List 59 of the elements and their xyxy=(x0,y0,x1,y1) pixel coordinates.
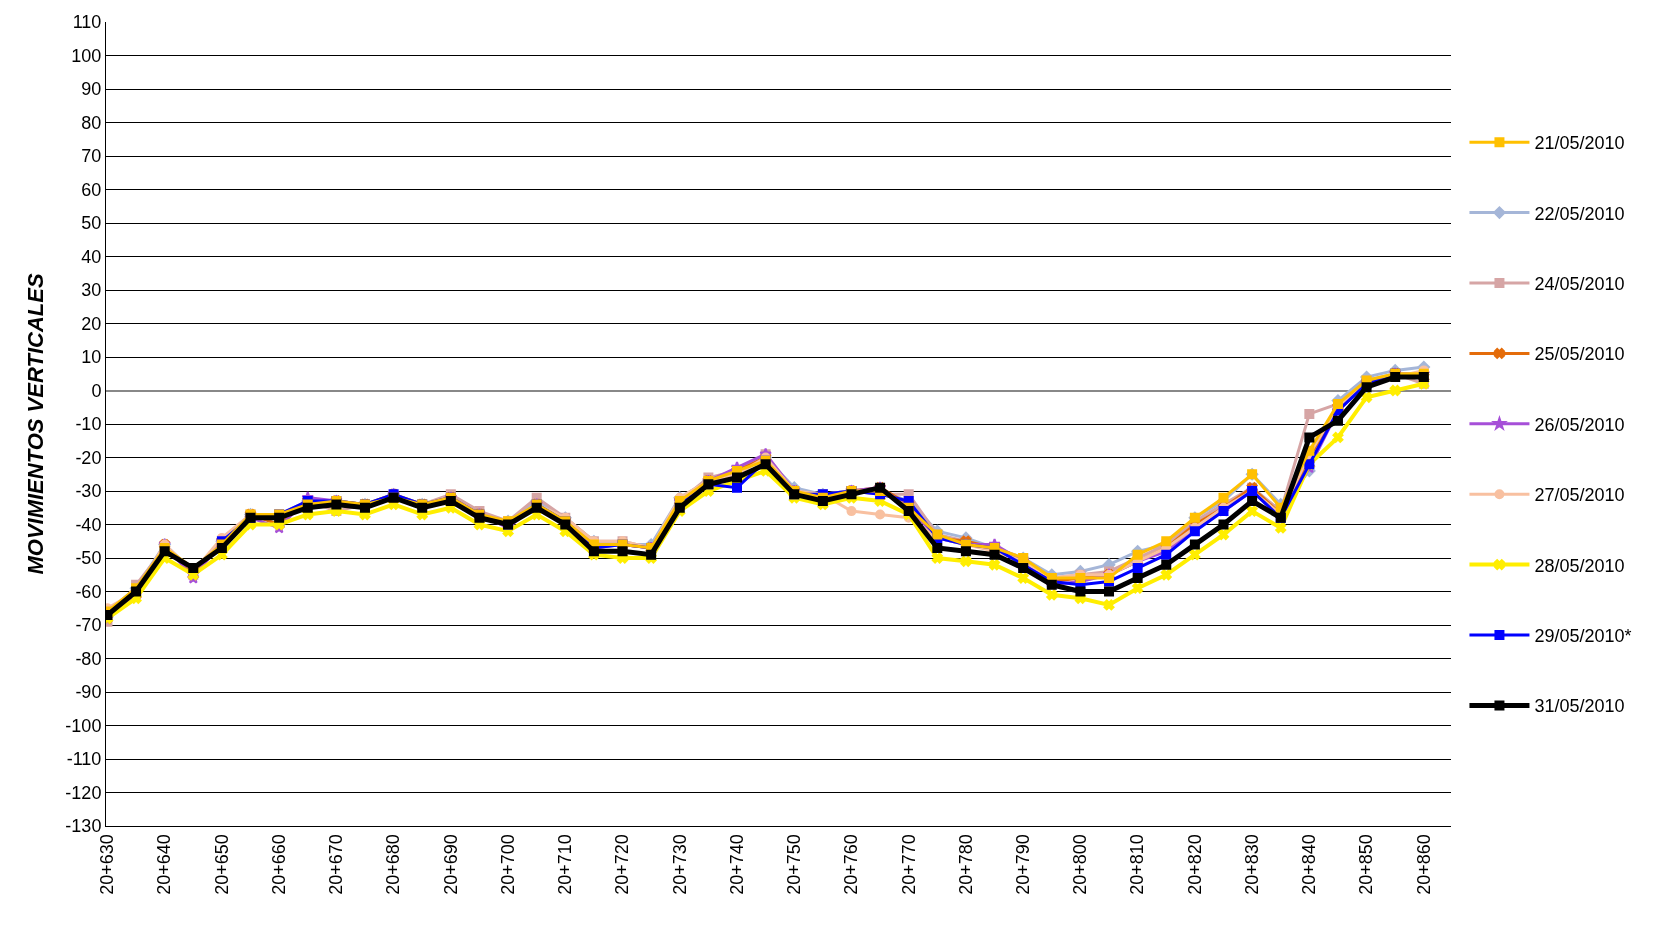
y-tick-label: -50 xyxy=(75,548,102,569)
y-tick-label: -70 xyxy=(75,615,102,636)
legend-label: 27/05/2010 xyxy=(1534,485,1625,506)
x-tick-label: 20+750 xyxy=(784,834,805,895)
x-tick-label: 20+630 xyxy=(97,834,118,895)
y-tick-label: 40 xyxy=(81,246,102,267)
x-tick-label: 20+650 xyxy=(211,834,232,895)
x-tick-label: 20+680 xyxy=(383,834,404,895)
legend-label: 25/05/2010 xyxy=(1534,344,1625,365)
y-tick-label: -10 xyxy=(75,414,102,435)
x-tick-label: 20+760 xyxy=(841,834,862,895)
x-tick-label: 20+730 xyxy=(669,834,690,895)
y-tick-label: 70 xyxy=(81,146,102,167)
x-tick-label: 20+820 xyxy=(1184,834,1205,895)
y-tick-label: 110 xyxy=(72,12,102,33)
y-tick-label: 80 xyxy=(81,112,102,133)
x-tick-label: 20+780 xyxy=(955,834,976,895)
x-tick-label: 20+690 xyxy=(440,834,461,895)
x-tick-label: 20+860 xyxy=(1413,834,1434,895)
y-axis-title: MOVIMIENTOS VERTICALES xyxy=(23,273,49,575)
y-tick-label: -60 xyxy=(75,581,102,602)
x-tick-label: 20+710 xyxy=(555,834,576,895)
legend-label: 28/05/2010 xyxy=(1534,555,1625,576)
y-tick-label: 20 xyxy=(81,313,102,334)
x-tick-label: 20+830 xyxy=(1241,834,1262,895)
x-tick-label: 20+720 xyxy=(612,834,633,895)
y-tick-label: 0 xyxy=(91,380,102,401)
y-tick-label: 100 xyxy=(71,45,102,66)
x-tick-label: 20+770 xyxy=(898,834,919,895)
y-tick-label: 30 xyxy=(81,280,102,301)
x-tick-label: 20+640 xyxy=(154,834,175,895)
y-tick-label: 50 xyxy=(81,213,102,234)
x-tick-label: 20+790 xyxy=(1013,834,1034,895)
y-tick-label: -120 xyxy=(65,782,102,803)
y-tick-label: -110 xyxy=(66,749,102,770)
y-tick-label: -40 xyxy=(75,514,102,535)
y-tick-label: -30 xyxy=(75,481,102,502)
legend-label: 31/05/2010 xyxy=(1534,696,1625,717)
x-tick-label: 20+700 xyxy=(497,834,518,895)
legend-label: 21/05/2010 xyxy=(1534,133,1625,154)
y-tick-label: 60 xyxy=(81,179,102,200)
y-tick-label: -90 xyxy=(75,682,102,703)
x-tick-label: 20+840 xyxy=(1299,834,1320,895)
x-tick-label: 20+670 xyxy=(326,834,347,895)
legend-label: 24/05/2010 xyxy=(1534,274,1625,295)
y-tick-label: -100 xyxy=(65,715,102,736)
x-tick-label: 20+660 xyxy=(268,834,289,895)
y-tick-label: 10 xyxy=(81,347,102,368)
x-tick-label: 20+800 xyxy=(1070,834,1091,895)
y-tick-label: -130 xyxy=(65,816,102,837)
legend-label: 29/05/2010* xyxy=(1534,626,1632,647)
legend-label: 26/05/2010 xyxy=(1534,414,1625,435)
y-tick-label: 90 xyxy=(81,79,102,100)
legend-label: 22/05/2010 xyxy=(1534,203,1625,224)
y-tick-label: -20 xyxy=(75,447,102,468)
x-tick-label: 20+810 xyxy=(1127,834,1148,895)
x-tick-label: 20+740 xyxy=(726,834,747,895)
y-tick-label: -80 xyxy=(75,648,102,669)
x-tick-label: 20+850 xyxy=(1356,834,1377,895)
